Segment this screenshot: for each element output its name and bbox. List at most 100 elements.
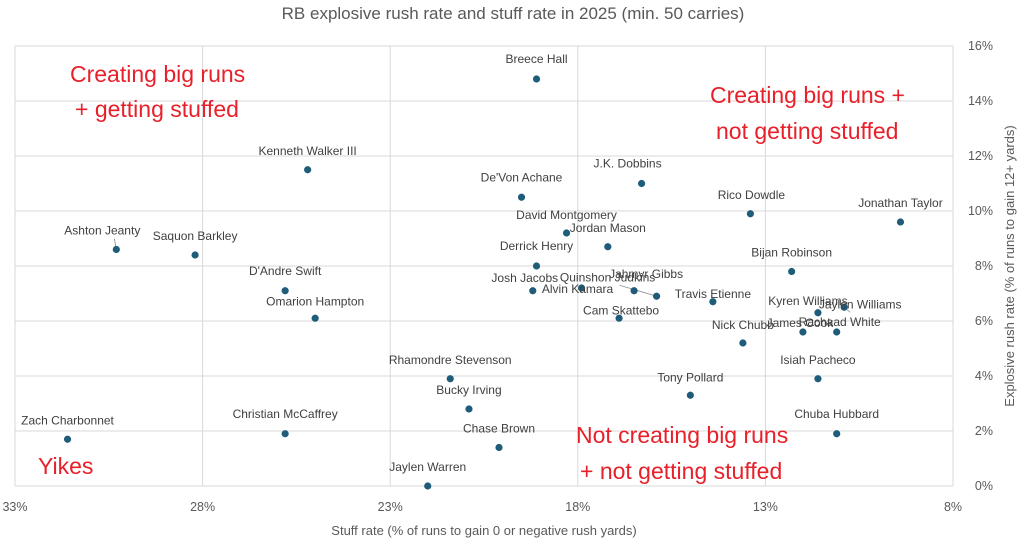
- point-jonathan-taylor: [896, 218, 905, 226]
- point-bijan-robinson: [788, 267, 796, 276]
- y-axis-label: Explosive rush rate (% of runs to gain 1…: [1002, 125, 1017, 406]
- quadrant-annotation-bottom-right: Not creating big runs: [576, 422, 788, 448]
- point-jaylen-warren: [424, 482, 432, 490]
- x-tick-label: 8%: [944, 500, 962, 514]
- point-label-chuba-hubbard: Chuba Hubbard: [794, 407, 879, 421]
- quadrant-annotation-bottom-left: Yikes: [38, 453, 93, 479]
- point-label-de-von-achane: De'Von Achane: [481, 170, 563, 184]
- y-axis-ticks: 0% 2% 4% 6% 8% 10% 12% 14% 16%: [968, 39, 993, 493]
- x-tick-label: 13%: [753, 500, 778, 514]
- point-label-jonathan-taylor: Jonathan Taylor: [858, 196, 943, 210]
- x-tick-label: 23%: [378, 500, 403, 514]
- point-label-james-cook: James Cook: [767, 316, 835, 330]
- point-saquon-barkley: [191, 251, 199, 259]
- point-cam-skattebo: [615, 314, 623, 322]
- label-leader-lines: [113, 238, 851, 313]
- point-label-christian-mccaffrey: Christian McCaffrey: [233, 407, 338, 421]
- y-tick-label: 4%: [975, 369, 993, 383]
- point-rico-dowdle: [746, 210, 754, 218]
- quadrant-annotation-bottom-right: + not getting stuffed: [580, 458, 782, 484]
- point-label-omarion-hampton: Omarion Hampton: [266, 294, 364, 308]
- point-label-derrick-henry: Derrick Henry: [500, 239, 573, 253]
- point-labels: Breece Hall Kenneth Walker III J.K. Dobbin…: [21, 52, 943, 474]
- data-points: [63, 75, 905, 490]
- x-tick-label: 33%: [2, 500, 27, 514]
- point-label-rachaad-white: Rachaad White: [799, 315, 881, 329]
- y-tick-label: 12%: [968, 149, 993, 163]
- point-label-david-montgomery: David Montgomery: [516, 208, 617, 222]
- point-nick-chubb: [739, 339, 747, 347]
- point-label-kyren-williams: Kyren Williams: [768, 294, 847, 308]
- quadrant-annotation-top-right: not getting stuffed: [716, 118, 898, 144]
- point-label-breece-hall: Breece Hall: [506, 52, 568, 66]
- point-j-k-dobbins: [637, 179, 646, 188]
- y-tick-label: 10%: [968, 204, 993, 218]
- point-rachaad-white: [833, 328, 841, 336]
- point-bucky-irving: [465, 405, 473, 413]
- point-label-d-andre-swift: D'Andre Swift: [249, 264, 322, 278]
- leader-line: [619, 284, 657, 297]
- point-label-quinshon-judkins: Quinshon Judkins: [560, 270, 655, 284]
- point-label-josh-jacobs: Josh Jacobs: [491, 271, 558, 285]
- point-label-jaylen-williams: Jaylen Williams: [819, 297, 902, 311]
- point-kenneth-walker-iii: [304, 166, 312, 174]
- chart-title: RB explosive rush rate and stuff rate in…: [282, 4, 745, 23]
- x-axis-label: Stuff rate (% of runs to gain 0 or negat…: [331, 523, 636, 538]
- point-label-jaylen-warren: Jaylen Warren: [389, 460, 466, 474]
- point-label-jahmyr-gibbs: Jahmyr Gibbs: [609, 267, 683, 281]
- point-label-zach-charbonnet: Zach Charbonnet: [21, 413, 114, 427]
- point-ashton-jeanty: [112, 245, 120, 254]
- point-label-rico-dowdle: Rico Dowdle: [718, 188, 786, 202]
- point-label-saquon-barkley: Saquon Barkley: [153, 229, 238, 243]
- point-jaylen-williams: [840, 303, 848, 311]
- y-tick-label: 8%: [975, 259, 993, 273]
- point-label-rhamondre-stevenson: Rhamondre Stevenson: [389, 353, 512, 367]
- point-david-montgomery: [562, 229, 571, 237]
- y-tick-label: 2%: [975, 424, 993, 438]
- y-tick-label: 14%: [968, 94, 993, 108]
- y-tick-label: 0%: [975, 479, 993, 493]
- x-axis-ticks: 33% 28% 23% 18% 13% 8%: [2, 500, 962, 514]
- gridlines: [14, 45, 954, 487]
- quadrant-annotation-top-right: Creating big runs +: [710, 82, 905, 108]
- point-quinshon-judkins: [652, 292, 661, 300]
- point-alvin-kamara: [577, 284, 586, 292]
- point-label-alvin-kamara: Alvin Kamara: [542, 282, 614, 296]
- point-kyren-williams: [814, 309, 822, 317]
- point-label-isiah-pacheco: Isiah Pacheco: [780, 353, 856, 367]
- quadrant-annotations: Creating big runs + getting stuffed Creati…: [38, 61, 905, 484]
- y-tick-label: 6%: [975, 314, 993, 328]
- point-james-cook: [799, 328, 807, 336]
- point-label-ashton-jeanty: Ashton Jeanty: [64, 224, 140, 238]
- point-chase-brown: [495, 443, 503, 452]
- point-jahmyr-gibbs: [630, 287, 638, 295]
- point-isiah-pacheco: [814, 375, 822, 383]
- point-label-nick-chubb: Nick Chubb: [712, 318, 774, 332]
- point-tony-pollard: [686, 391, 694, 399]
- point-travis-etienne: [709, 298, 717, 306]
- point-jordan-mason: [604, 243, 612, 251]
- point-label-bucky-irving: Bucky Irving: [436, 383, 501, 397]
- point-omarion-hampton: [311, 314, 319, 322]
- x-tick-label: 28%: [190, 500, 215, 514]
- point-derrick-henry: [532, 262, 541, 270]
- point-label-travis-etienne: Travis Etienne: [675, 287, 752, 301]
- point-chuba-hubbard: [833, 430, 841, 438]
- point-label-chase-brown: Chase Brown: [463, 422, 535, 436]
- point-label-bijan-robinson: Bijan Robinson: [751, 246, 832, 260]
- point-breece-hall: [532, 75, 541, 83]
- y-tick-label: 16%: [968, 39, 993, 53]
- quadrant-annotation-top-left: + getting stuffed: [75, 96, 239, 122]
- point-d-andre-swift: [281, 287, 289, 295]
- point-label-cam-skattebo: Cam Skattebo: [583, 303, 659, 317]
- point-label-tony-pollard: Tony Pollard: [657, 370, 723, 384]
- point-christian-mccaffrey: [281, 430, 289, 438]
- point-label-j-k-dobbins: J.K. Dobbins: [594, 157, 662, 171]
- point-rhamondre-stevenson: [446, 375, 454, 383]
- quadrant-annotation-top-left: Creating big runs: [70, 61, 245, 87]
- point-label-jordan-mason: Jordan Mason: [570, 221, 646, 235]
- point-de-von-achane: [517, 193, 526, 201]
- point-josh-jacobs: [529, 287, 537, 295]
- x-tick-label: 18%: [565, 500, 590, 514]
